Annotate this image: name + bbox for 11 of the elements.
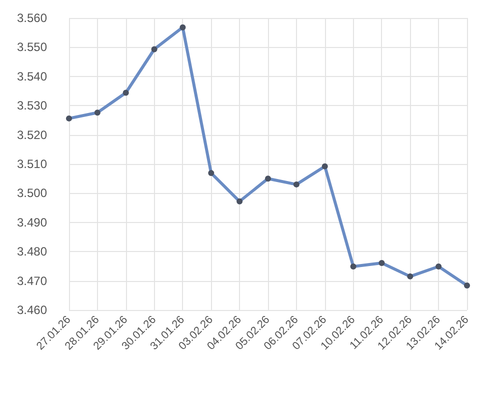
y-tick-label: 3.460 (17, 303, 48, 317)
y-tick-label: 3.510 (17, 157, 48, 171)
y-tick-label: 3.520 (17, 128, 48, 142)
y-tick-label: 3.480 (17, 244, 48, 259)
y-tick-label: 3.470 (17, 274, 48, 288)
y-tick-label: 3.540 (17, 69, 48, 84)
y-tick-label: 3.560 (17, 11, 48, 25)
y-tick-label: 3.490 (17, 215, 48, 230)
y-tick-label: 3.530 (17, 98, 48, 113)
y-tick-label: 3.550 (17, 40, 48, 54)
y-tick-label: 3.500 (17, 186, 48, 200)
